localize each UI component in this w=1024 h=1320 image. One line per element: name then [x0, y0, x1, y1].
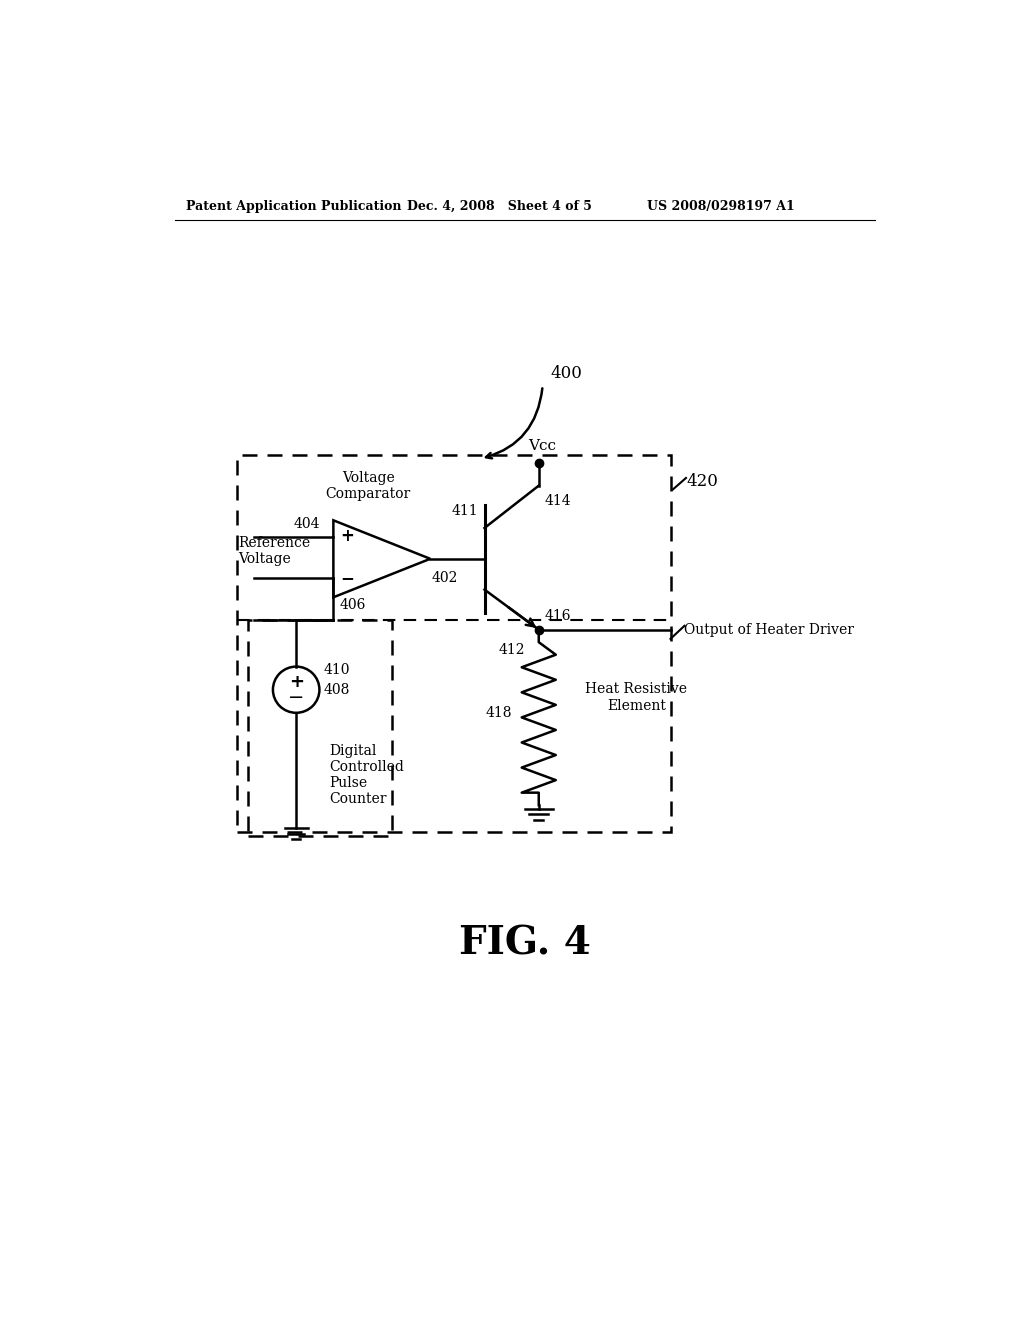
- Text: Heat Resistive
Element: Heat Resistive Element: [586, 682, 687, 713]
- Text: Dec. 4, 2008   Sheet 4 of 5: Dec. 4, 2008 Sheet 4 of 5: [407, 199, 592, 213]
- Text: Output of Heater Driver: Output of Heater Driver: [684, 623, 854, 636]
- Text: 410: 410: [324, 664, 350, 677]
- Text: US 2008/0298197 A1: US 2008/0298197 A1: [647, 199, 795, 213]
- Text: 418: 418: [485, 706, 512, 719]
- Text: 406: 406: [340, 598, 366, 612]
- Text: +: +: [340, 527, 354, 545]
- Text: 416: 416: [545, 609, 571, 623]
- Bar: [248, 620, 391, 836]
- Text: Reference
Voltage: Reference Voltage: [238, 536, 310, 566]
- Text: 408: 408: [324, 682, 349, 697]
- Text: −: −: [288, 688, 304, 708]
- Text: Vcc: Vcc: [528, 438, 557, 453]
- Text: 411: 411: [452, 504, 478, 517]
- Text: Voltage
Comparator: Voltage Comparator: [326, 471, 411, 502]
- Bar: [237, 455, 671, 832]
- Text: Digital
Controlled
Pulse
Counter: Digital Controlled Pulse Counter: [330, 743, 404, 807]
- Text: +: +: [289, 673, 304, 690]
- Text: FIG. 4: FIG. 4: [459, 925, 591, 962]
- Text: 400: 400: [550, 366, 583, 383]
- Text: 412: 412: [499, 643, 525, 656]
- Text: 420: 420: [686, 474, 718, 490]
- Text: 402: 402: [432, 572, 458, 585]
- Text: 414: 414: [545, 494, 571, 508]
- Text: −: −: [340, 569, 354, 587]
- Text: 404: 404: [294, 517, 321, 531]
- Text: Patent Application Publication: Patent Application Publication: [186, 199, 401, 213]
